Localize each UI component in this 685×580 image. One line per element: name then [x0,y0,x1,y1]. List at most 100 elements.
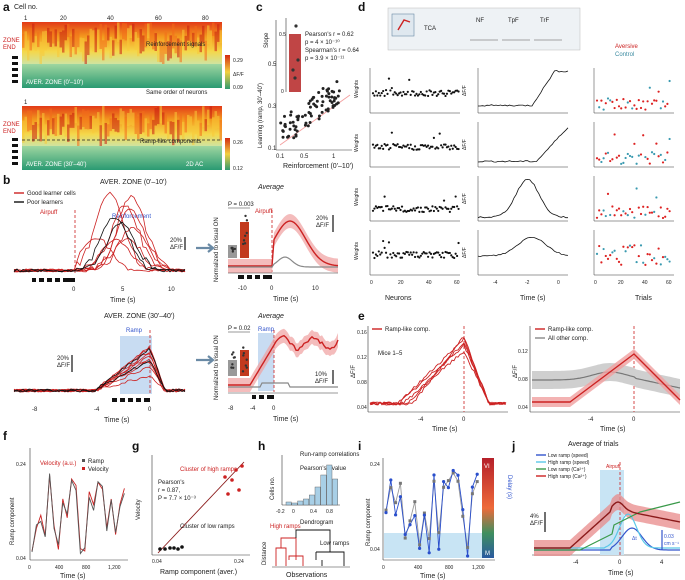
c-point [317,114,321,118]
d-point [379,147,382,150]
i-point [442,479,446,484]
heatmap-cell [64,113,67,137]
e-traces [369,336,507,406]
d-trial-point [661,256,665,259]
heatmap-cell [159,41,162,63]
c-point [335,80,339,84]
d-trial-point [646,157,649,160]
i-point [461,514,465,518]
d-trial-point [606,151,610,154]
heatmap-cell [179,113,182,136]
b-avg2-ramp: Ramp [258,327,275,333]
b-traces-ramp [13,345,186,393]
d-point [425,206,428,209]
b-avg2-x-tick: 0 [272,406,276,412]
d-schema-tpf: TpF [508,18,519,24]
d-point [422,210,425,214]
heatmap-cell [152,119,155,135]
a-trial-ticks-1 [12,56,18,83]
d-point [450,207,453,210]
i-point [432,479,436,483]
d-point [377,250,380,253]
heatmap-cell [189,116,192,132]
panel-letter-c: c [256,0,263,14]
d-trial-point [598,209,601,212]
d-point [373,207,376,210]
d-trial-point [624,106,627,109]
e-trace [369,351,507,406]
d-trial-point [664,215,667,218]
c-y-tick: 0.1 [268,146,277,152]
f-velocity-label: Velocity (a.u.) [40,461,76,467]
d-point [396,143,399,146]
c-point [309,114,313,118]
e-y-tick: 0.08 [357,380,367,386]
b-trace [13,218,186,273]
heatmap-cell [79,37,82,52]
i-x-tick: 1,200 [472,565,485,571]
c-point [306,124,310,128]
heatmap-cell [144,23,147,48]
c-x-tick: 0.5 [300,154,309,160]
d-trial-point [604,152,607,155]
d-point [419,90,422,94]
i-point [437,547,441,551]
h-hist-bar [297,500,304,506]
c-point [331,104,335,108]
d-trial-point [650,259,654,262]
heatmap-cell [127,113,130,127]
heatmap-cell [67,23,70,38]
j-scale2-b: cm s⁻¹ [664,541,679,547]
d-point [387,77,391,80]
d-point [427,207,430,210]
heatmap-cell [157,40,160,62]
d-trial-point [622,98,625,101]
d-trial-point [613,106,616,110]
d-point [371,92,375,95]
d-trial-point [613,133,616,136]
d-trial-point [611,158,614,161]
d-point [377,91,380,95]
d-point [431,145,434,148]
heatmap-cell [137,116,140,140]
d-trial-point [622,245,625,248]
c-point [307,110,311,114]
heatmap-cell [24,31,27,51]
d-trial-point [637,254,640,258]
d-point [411,253,414,256]
b-avg2-stim-bar [252,395,274,399]
d-point [379,253,382,256]
d-trial-point [602,157,605,160]
heatmap-cell [82,38,85,62]
d-point [373,146,376,149]
d-trial-point [595,216,599,219]
c-inset-dots [291,24,300,80]
h-ylabel1: Cells no. [270,476,276,500]
heatmap-cell [187,25,190,41]
d-point [380,205,383,209]
heatmap-cell [184,112,187,133]
b-avg-title: Average [257,184,284,191]
d-point [429,90,433,93]
d-point [441,146,444,149]
f-x-tick: 800 [82,565,91,571]
d-point [399,208,402,212]
c-ylabel: Learning (ramp, 30'–40') [258,83,264,148]
d-trial-point [646,252,649,256]
b-bot-x-title: Time (s) [104,417,129,424]
c-point [336,94,340,98]
heatmap-cell [22,33,25,48]
d-point [390,131,393,134]
h-hist-bar [285,501,292,506]
heatmap-cell [139,29,142,54]
d-trial-point [668,210,671,213]
d-point [409,143,412,146]
heatmap-cell [39,41,42,67]
d-trial-point [622,161,625,164]
e2-y-tick: 0.04 [518,405,528,411]
d-point [454,145,457,149]
d-x-tick: 20 [618,280,624,286]
e-y-tick: 0.12 [357,355,367,361]
c-point [301,115,305,119]
d-trial-point [668,260,671,263]
